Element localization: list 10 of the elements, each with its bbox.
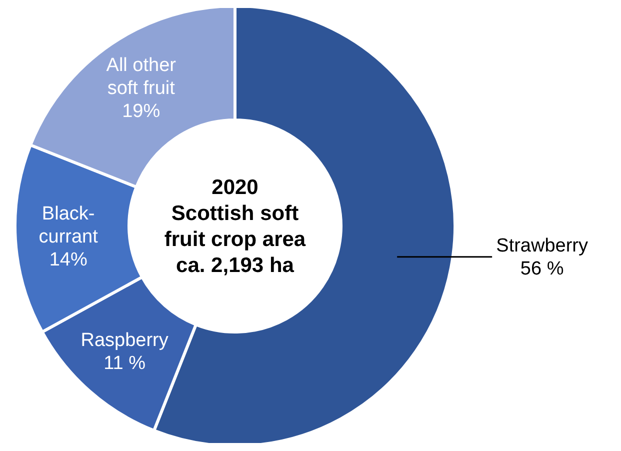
slice-label: Strawberry (496, 235, 589, 256)
text: Scottish soft fruit crop area ca. 2,193 ha (164, 202, 306, 277)
data-label: 19% (122, 100, 160, 122)
data-label: 11 % (104, 352, 146, 374)
slice-label: All other soft fruit (106, 54, 177, 99)
data-label: 56 % (520, 258, 564, 280)
slice-label: Black-currant (38, 203, 99, 248)
slice-label: Raspberry (80, 330, 169, 351)
data-label: 14% (49, 249, 88, 270)
text: 2020 (212, 176, 258, 199)
